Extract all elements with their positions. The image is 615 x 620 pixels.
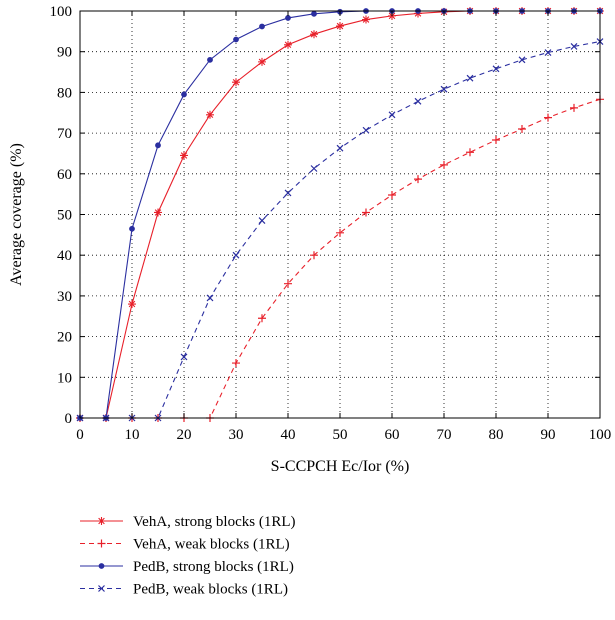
x-tick-label: 20 — [177, 427, 192, 443]
data-point — [180, 353, 188, 361]
legend-marker — [97, 517, 106, 525]
legend-item: PedB, weak blocks (1RL) — [80, 582, 288, 598]
series-1 — [76, 95, 604, 422]
data-point — [206, 110, 214, 119]
data-point — [207, 56, 213, 63]
x-axis-label: S-CCPCH Ec/Ior (%) — [271, 458, 410, 475]
data-point — [544, 49, 552, 56]
y-tick-label: 80 — [57, 85, 72, 101]
data-point — [336, 144, 344, 152]
data-point — [181, 91, 187, 98]
data-point — [336, 228, 344, 237]
data-point — [258, 57, 266, 66]
y-tick-label: 20 — [57, 330, 72, 346]
data-point — [388, 190, 396, 199]
data-point — [518, 125, 526, 134]
x-tick-label: 50 — [333, 427, 348, 443]
x-tick-label: 0 — [76, 427, 84, 443]
y-tick-label: 60 — [57, 167, 72, 183]
data-point — [310, 30, 318, 39]
data-point — [128, 300, 136, 309]
x-tick-label: 80 — [489, 427, 504, 443]
data-point — [310, 165, 318, 172]
axis-ticks: 0 10 20 30 40 50 60 70 80 90 100 0 10 20 30 40 50 60 70 80 9… — [50, 4, 612, 443]
legend: VehA, strong blocks (1RL) VehA, weak bloc… — [80, 514, 295, 598]
legend-item: VehA, strong blocks (1RL) — [80, 514, 295, 530]
legend-marker — [97, 539, 106, 548]
data-point — [440, 160, 448, 169]
grid — [80, 11, 600, 418]
data-point — [154, 208, 162, 217]
x-tick-label: 70 — [437, 427, 452, 443]
data-point — [284, 189, 292, 197]
data-point — [155, 142, 161, 149]
data-point — [362, 15, 370, 24]
data-point — [129, 225, 135, 232]
data-point — [414, 97, 422, 105]
data-point — [232, 78, 240, 87]
data-point — [492, 136, 500, 145]
data-point — [544, 113, 552, 122]
data-point — [570, 42, 578, 50]
data-point — [466, 74, 474, 82]
x-tick-label: 60 — [385, 427, 400, 443]
data-point — [362, 208, 370, 217]
legend-item: VehA, weak blocks (1RL) — [80, 537, 290, 553]
x-tick-label: 90 — [541, 427, 556, 443]
data-point — [518, 56, 526, 64]
x-tick-label: 100 — [589, 427, 612, 443]
data-point — [258, 217, 266, 225]
data-point — [232, 359, 240, 368]
y-tick-label: 0 — [65, 411, 73, 427]
data-point — [206, 294, 214, 302]
y-tick-label: 100 — [50, 4, 73, 20]
y-tick-label: 70 — [57, 126, 72, 142]
legend-label: PedB, weak blocks (1RL) — [133, 582, 288, 598]
data-point — [311, 10, 317, 17]
y-tick-label: 50 — [57, 208, 72, 224]
x-tick-label: 10 — [125, 427, 140, 443]
legend-marker — [98, 563, 105, 569]
data-point — [570, 103, 578, 112]
data-point — [285, 15, 291, 21]
legend-label: PedB, strong blocks (1RL) — [133, 559, 294, 575]
x-tick-label: 40 — [281, 427, 296, 443]
data-point — [440, 85, 448, 93]
data-point — [284, 40, 292, 49]
y-tick-label: 90 — [57, 45, 72, 61]
data-point — [310, 251, 318, 260]
data-point — [492, 65, 500, 73]
data-point — [388, 111, 396, 119]
x-tick-label: 30 — [229, 427, 244, 443]
data-point — [466, 148, 474, 157]
data-point — [284, 279, 292, 288]
data-point — [258, 314, 266, 323]
data-point — [362, 126, 370, 134]
data-point — [180, 151, 188, 160]
y-tick-label: 10 — [57, 370, 72, 386]
data-point — [336, 22, 344, 31]
data-point — [232, 251, 240, 259]
y-tick-label: 40 — [57, 248, 72, 264]
y-axis-label: Average coverage (%) — [8, 143, 25, 286]
data-point — [414, 175, 422, 184]
legend-label: VehA, strong blocks (1RL) — [133, 514, 295, 530]
legend-marker — [98, 585, 105, 592]
series-line — [80, 98, 601, 419]
data-point — [259, 23, 265, 30]
legend-item: PedB, strong blocks (1RL) — [80, 559, 294, 575]
legend-label: VehA, weak blocks (1RL) — [133, 537, 290, 553]
data-point — [233, 36, 239, 43]
y-tick-label: 30 — [57, 289, 72, 305]
